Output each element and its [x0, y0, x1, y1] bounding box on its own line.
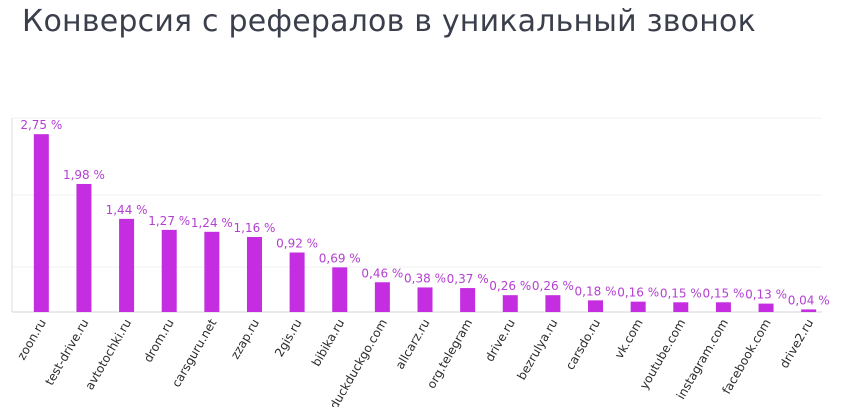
data-label: 0,26 % — [489, 279, 531, 293]
bar — [460, 288, 476, 312]
x-tick-label: org.telegram — [424, 317, 475, 391]
data-label: 1,27 % — [148, 214, 190, 228]
data-label: 0,15 % — [702, 286, 744, 300]
x-tick-label: zzap.ru — [228, 317, 262, 362]
x-tick-label: carsdo.ru — [563, 317, 603, 373]
bar — [161, 229, 177, 312]
data-label: 0,13 % — [745, 288, 787, 302]
data-label: 0,37 % — [447, 272, 489, 286]
x-tick-label: carsguru.net — [169, 316, 219, 389]
data-label: 0,04 % — [788, 293, 830, 307]
x-tick-label: avtotochki.ru — [82, 317, 134, 393]
chart-title: Конверсия с рефералов в уникальный звоно… — [22, 4, 756, 39]
x-tick-label: 2gis.ru — [272, 317, 305, 360]
bar — [502, 295, 518, 312]
bar — [758, 303, 774, 312]
data-label: 0,26 % — [532, 279, 574, 293]
data-label: 0,15 % — [660, 286, 702, 300]
data-label: 0,46 % — [361, 266, 403, 280]
bars-layer — [33, 134, 817, 312]
bar — [374, 282, 390, 312]
data-label: 1,16 % — [234, 221, 276, 235]
bar — [417, 287, 433, 312]
bar — [204, 231, 220, 312]
x-tick-label: youtube.com — [637, 317, 689, 392]
data-label: 0,18 % — [575, 284, 617, 298]
bar — [33, 134, 49, 312]
bar — [588, 300, 604, 312]
bar — [801, 309, 817, 312]
bar — [246, 236, 262, 312]
data-label: 1,24 % — [191, 216, 233, 230]
bar — [545, 295, 561, 312]
data-label: 2,75 % — [20, 118, 62, 132]
data-label: 1,98 % — [63, 168, 105, 182]
bar — [715, 302, 731, 312]
x-tick-label: allcarz.ru — [393, 317, 433, 372]
bar — [332, 267, 348, 312]
bar — [76, 183, 92, 312]
bar — [673, 302, 689, 312]
x-tick-label: drive2.ru — [777, 317, 816, 371]
data-label: 0,69 % — [319, 251, 361, 265]
data-label: 0,92 % — [276, 237, 318, 251]
x-tick-label: bezrulya.ru — [514, 317, 560, 383]
x-tick-label: drive.ru — [482, 317, 517, 364]
data-label: 0,16 % — [617, 286, 659, 300]
x-tick-label: vk.com — [612, 317, 646, 362]
bar — [289, 252, 305, 312]
x-tick-label: bibika.ru — [309, 317, 347, 369]
x-tick-label: drom.ru — [141, 317, 177, 365]
x-tick-label: test-drive.ru — [42, 317, 91, 388]
bar — [630, 301, 646, 312]
x-tick-label: zoon.ru — [14, 317, 49, 363]
data-label: 0,38 % — [404, 271, 446, 285]
data-label: 1,44 % — [106, 203, 148, 217]
bar — [119, 218, 135, 312]
value-labels-layer: 2,75 % 1,98 % 1,44 %1,27 % 1,24 % 1,16 %0,92… — [20, 118, 829, 307]
